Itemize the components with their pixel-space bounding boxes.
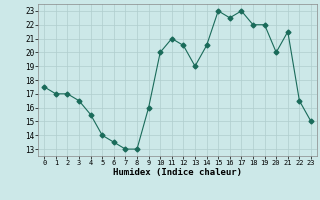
X-axis label: Humidex (Indice chaleur): Humidex (Indice chaleur)	[113, 168, 242, 177]
